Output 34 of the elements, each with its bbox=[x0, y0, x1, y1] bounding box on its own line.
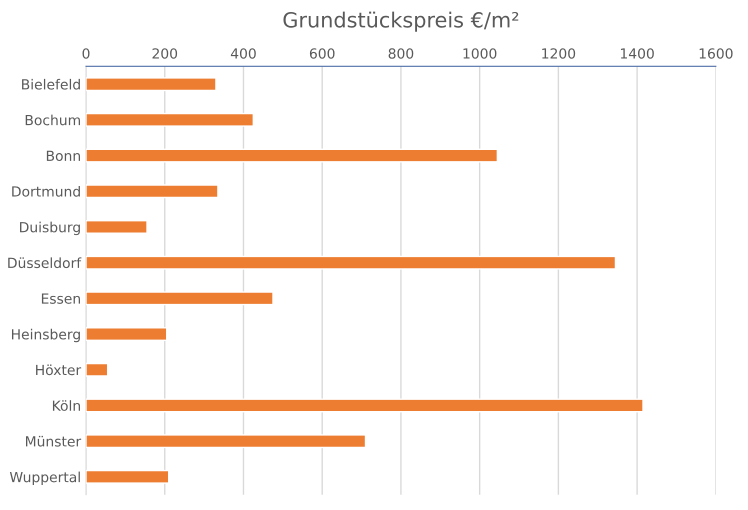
y-tick-label: Essen bbox=[42, 294, 80, 304]
y-tick-label: Bochum bbox=[26, 114, 80, 126]
y-tick-label: Münster bbox=[26, 436, 82, 447]
x-tick-label: 1200 bbox=[542, 48, 576, 59]
x-tick-label: 1000 bbox=[464, 48, 496, 59]
bar bbox=[86, 112, 254, 127]
bar bbox=[86, 398, 644, 412]
y-tick-label: Dortmund bbox=[12, 186, 80, 197]
bar bbox=[86, 291, 274, 306]
y-tick-label: Bonn bbox=[46, 150, 80, 162]
x-tick-label: 400 bbox=[230, 48, 256, 59]
bar bbox=[86, 148, 498, 162]
bar bbox=[86, 470, 170, 484]
bar bbox=[86, 362, 108, 377]
y-tick-label: Heinsberg bbox=[12, 328, 80, 342]
x-tick-label: 0 bbox=[82, 48, 90, 59]
y-tick-label: Düsseldorf bbox=[8, 257, 82, 268]
bar bbox=[86, 77, 217, 92]
y-tick-label: Köln bbox=[52, 400, 80, 411]
bar bbox=[86, 184, 219, 198]
x-tick-label: 1400 bbox=[620, 48, 654, 59]
y-tick-label: Wuppertal bbox=[10, 472, 80, 486]
y-tick-label: Höxter bbox=[36, 364, 82, 376]
bar bbox=[86, 327, 168, 341]
bar bbox=[86, 256, 616, 270]
x-tick-label: 600 bbox=[310, 48, 335, 59]
y-tick-label: Duisburg bbox=[20, 222, 80, 236]
x-tick-label: 800 bbox=[388, 48, 414, 59]
bar bbox=[86, 434, 366, 448]
y-tick-label: Bielefeld bbox=[22, 78, 80, 90]
x-tick-label: 200 bbox=[152, 48, 178, 59]
chart-title: Grundstückspreis €/m² bbox=[283, 12, 518, 32]
x-tick-label: 1600 bbox=[700, 48, 733, 59]
bar bbox=[86, 220, 148, 234]
